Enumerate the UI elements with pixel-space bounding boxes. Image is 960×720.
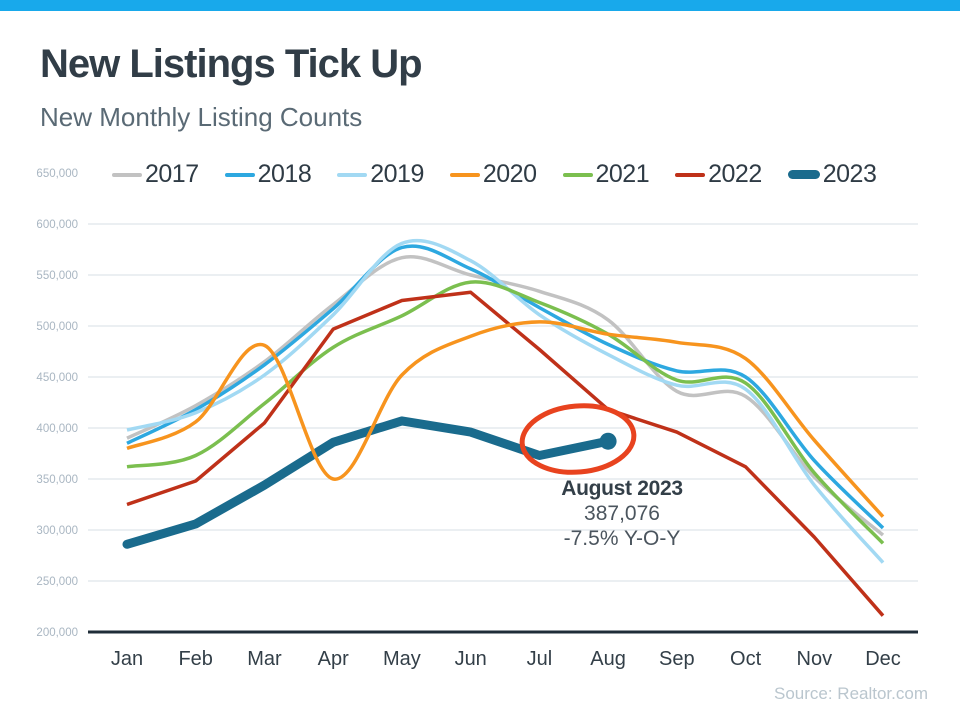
legend-swatch-2021 xyxy=(562,172,593,177)
legend-item-2018: 2018 xyxy=(224,160,312,189)
x-tick-jul: Jul xyxy=(527,648,553,670)
chart-legend: 2017 2018 2019 2020 2021 2022 2023 xyxy=(112,160,877,189)
legend-label-2021: 2021 xyxy=(595,160,650,188)
series-line-2017 xyxy=(126,255,885,537)
y-tick-600000: 600,000 xyxy=(36,219,78,231)
x-tick-jun: Jun xyxy=(455,648,487,670)
y-tick-450000: 450,000 xyxy=(36,372,78,384)
legend-item-2019: 2019 xyxy=(337,160,424,189)
x-tick-aug: Aug xyxy=(590,648,626,670)
legend-swatch-2017 xyxy=(112,172,142,177)
legend-item-2022: 2022 xyxy=(675,160,762,189)
legend-swatch-2022 xyxy=(675,172,706,177)
series-line-2022 xyxy=(126,290,885,617)
y-tick-400000: 400,000 xyxy=(36,423,78,435)
y-tick-550000: 550,000 xyxy=(36,270,78,282)
source-credit: Source: Realtor.com xyxy=(773,684,928,703)
x-tick-may: May xyxy=(383,648,421,670)
series-2023-end-marker xyxy=(599,432,617,450)
chart-annotation: August 2023 387,076 -7.5% Y-O-Y xyxy=(561,476,683,551)
x-tick-jan: Jan xyxy=(111,648,143,670)
x-tick-sep: Sep xyxy=(659,648,695,670)
legend-item-2023: 2023 xyxy=(787,160,877,189)
x-tick-mar: Mar xyxy=(247,648,282,670)
legend-label-2023: 2023 xyxy=(822,160,877,188)
legend-item-2017: 2017 xyxy=(112,160,199,189)
y-tick-300000: 300,000 xyxy=(36,525,78,537)
legend-swatch-2020 xyxy=(449,172,480,177)
annotation-ellipse xyxy=(519,403,637,475)
legend-item-2020: 2020 xyxy=(449,160,537,189)
series-line-2023 xyxy=(122,416,613,549)
annotation-label: August 2023 xyxy=(561,477,683,500)
y-tick-500000: 500,000 xyxy=(36,321,78,333)
legend-swatch-2019 xyxy=(337,172,368,177)
x-tick-feb: Feb xyxy=(178,648,212,670)
page-subtitle: New Monthly Listing Counts xyxy=(40,102,363,132)
y-tick-650000: 650,000 xyxy=(36,168,78,180)
legend-swatch-2018 xyxy=(224,172,255,177)
x-tick-nov: Nov xyxy=(797,648,833,670)
legend-item-2021: 2021 xyxy=(562,160,650,189)
legend-label-2022: 2022 xyxy=(708,160,762,188)
legend-label-2019: 2019 xyxy=(370,160,424,188)
series-line-2021 xyxy=(126,280,885,545)
legend-swatch-2023 xyxy=(787,170,820,179)
y-tick-250000: 250,000 xyxy=(36,576,78,588)
legend-label-2017: 2017 xyxy=(145,160,199,188)
x-tick-apr: Apr xyxy=(318,648,349,670)
legend-label-2018: 2018 xyxy=(257,160,312,188)
top-accent-bar xyxy=(0,0,960,11)
annotation-value: 387,076 xyxy=(584,502,660,525)
legend-label-2020: 2020 xyxy=(482,160,537,188)
y-tick-200000: 200,000 xyxy=(36,627,78,639)
series-line-2020 xyxy=(126,320,885,518)
x-tick-dec: Dec xyxy=(865,648,901,670)
y-tick-350000: 350,000 xyxy=(36,474,78,486)
page-title: New Listings Tick Up xyxy=(40,42,423,86)
annotation-yoy: -7.5% Y-O-Y xyxy=(563,527,681,550)
x-tick-oct: Oct xyxy=(730,648,762,670)
